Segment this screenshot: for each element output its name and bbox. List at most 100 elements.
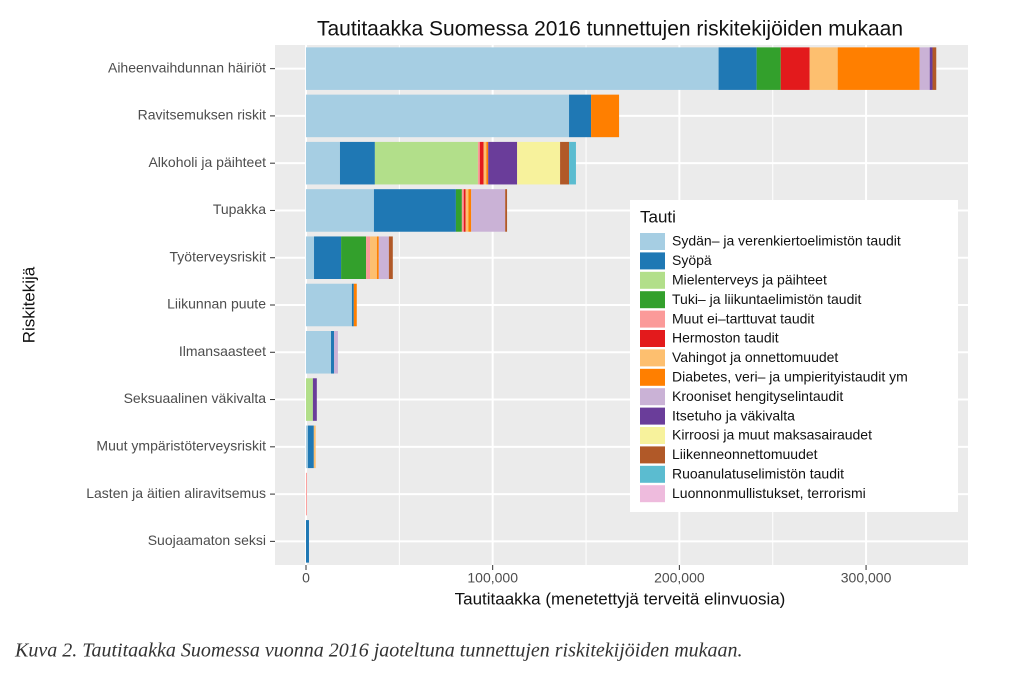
bar-segment [929,47,933,90]
legend-label: Liikenneonnettomuudet [672,446,818,462]
legend: Tauti Sydän– ja verenkiertoelimistön tau… [630,200,958,512]
bar-segment [313,425,316,469]
bar-segment [477,141,480,185]
bar-segment [809,47,838,90]
legend-label: Tuki– ja liikuntaelimistön taudit [672,291,861,307]
bar-segment [312,378,317,421]
chart-title: Tautitaakka Suomessa 2016 tunnettujen ri… [317,18,903,41]
legend-label: Kirroosi ja muut maksasairaudet [672,427,872,443]
legend-label: Mielenterveys ja päihteet [672,272,827,288]
bar-segment [376,236,379,279]
bar-segment [341,236,367,279]
y-tick-label: Suojaamaton seksi [148,532,266,548]
legend-label: Luonnonmullistukset, terrorismi [672,485,866,501]
y-tick-label: Seksuaalinen väkivalta [124,390,267,406]
bar-segment [932,47,937,90]
y-tick-label: Alkoholi ja päihteet [148,154,266,170]
y-tick-label: Tupakka [213,201,266,217]
bar-segment [388,236,393,279]
legend-swatch [640,252,665,270]
bar-segment [471,189,506,232]
bar-segment [305,141,340,185]
x-tick-label: 100,000 [467,570,518,586]
bar-segment [465,189,469,232]
bar-segment [569,141,576,185]
legend-label: Syöpä [672,252,712,268]
legend-title: Tauti [640,207,676,226]
bar-segment [366,236,371,279]
bar-segment [305,47,719,90]
bar-segment [305,378,313,421]
legend-swatch [640,388,665,406]
bar-segment [339,141,375,185]
bar-segment [919,47,930,90]
legend-label: Sydän– ja verenkiertoelimistön taudit [672,233,901,249]
x-axis-title: Tautitaakka (menetettyjä terveitä elinvu… [455,589,786,608]
bar-segment [718,47,757,90]
y-tick-label: Ravitsemuksen riskit [138,107,266,123]
bar-segment [305,520,309,563]
bar-segment [479,141,484,185]
bar-segment [305,236,315,279]
legend-swatch [640,465,665,483]
legend-swatch [640,271,665,289]
bar-segment [756,47,781,90]
bar-segment [569,94,592,138]
bar-segment [468,189,472,232]
legend-label: Diabetes, veri– ja umpierityistaudit ym [672,369,908,385]
bar-segment [780,47,810,90]
y-tick-label: Liikunnan puute [167,296,266,312]
legend-swatch [640,291,665,309]
bar-segment [307,425,314,469]
bar-segment [378,236,389,279]
legend-swatch [640,485,665,503]
bar-segment [305,425,308,469]
bar-segment [455,189,462,232]
y-axis-title: Riskitekijä [19,266,38,343]
legend-swatch [640,368,665,386]
bars [305,47,937,563]
bar-segment [373,189,456,232]
x-tick-label: 200,000 [654,570,705,586]
y-tick-label: Ilmansaasteet [179,343,266,359]
legend-swatch [640,310,665,328]
bar-segment [331,331,334,374]
bar-segment [560,141,570,185]
caption: Kuva 2. Tautitaakka Suomessa vuonna 2016… [14,640,743,662]
x-tick-label: 300,000 [841,570,892,586]
legend-label: Itsetuho ja väkivalta [672,407,795,423]
bar-segment [353,283,357,327]
legend-label: Ruoanulatuselimistön taudit [672,466,844,482]
legend-swatch [640,407,665,425]
legend-swatch [640,446,665,464]
bar-segment [333,331,338,374]
legend-swatch [640,427,665,444]
legend-label: Vahingot ja onnettomuudet [672,349,838,365]
y-tick-label: Lasten ja äitien aliravitsemus [86,485,266,501]
y-tick-label: Muut ympäristöterveysriskit [96,438,266,454]
bar-segment [305,189,374,232]
bar-segment [305,472,307,516]
bar-segment [486,141,489,185]
bar-segment [374,141,478,185]
bar-segment [461,189,464,232]
bar-segment [463,189,466,232]
legend-swatch [640,233,665,250]
bar-segment [488,141,518,185]
bar-segment [305,94,570,138]
bar-segment [305,283,352,327]
bar-segment [837,47,920,90]
x-tick-label: 0 [302,570,310,586]
legend-label: Hermoston taudit [672,330,779,346]
legend-swatch [640,330,665,347]
bar-segment [370,236,377,279]
bar-segment [591,94,620,138]
bar-segment [305,331,332,374]
bar-segment [483,141,487,185]
legend-label: Muut ei–tarttuvat taudit [672,310,815,326]
y-tick-label: Työterveysriskit [170,248,267,264]
legend-swatch [640,349,665,367]
bar-segment [351,283,354,327]
